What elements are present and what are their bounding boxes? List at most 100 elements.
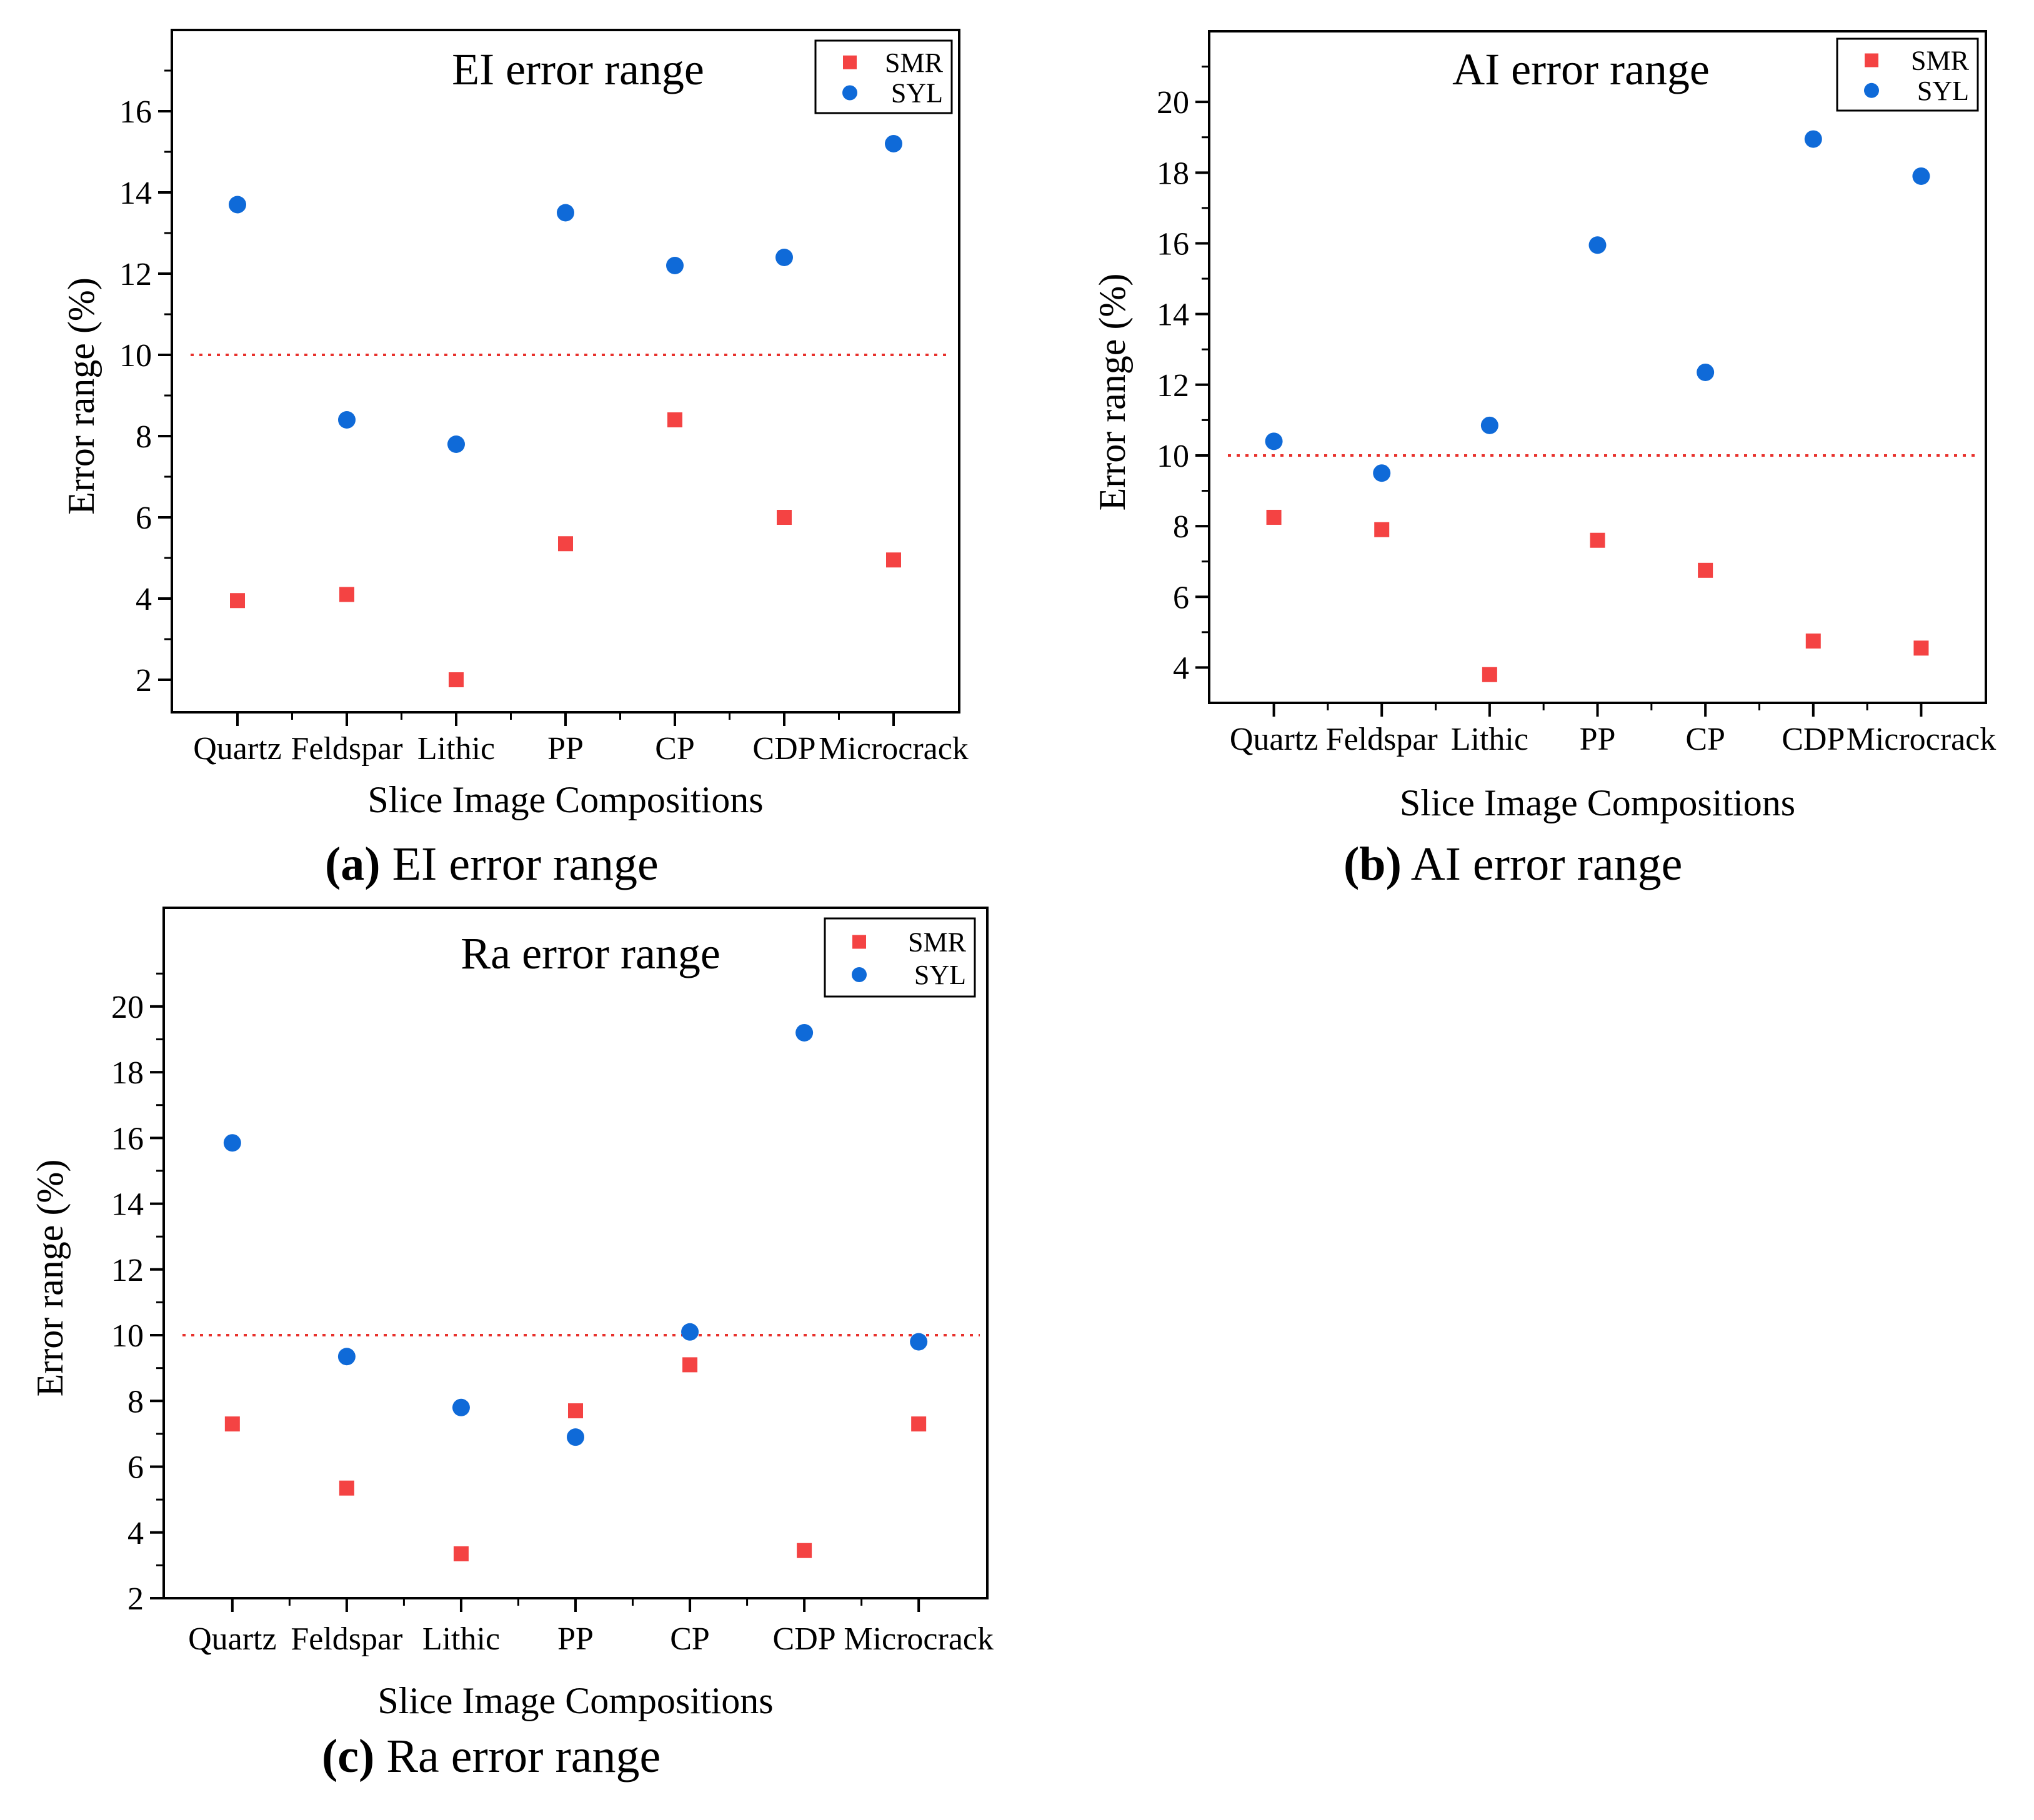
chart-b-point-smr-quartz	[1266, 509, 1282, 525]
chart-b-y-tick-label: 8	[1173, 509, 1189, 545]
chart-b-x-tick-label-pp: PP	[1580, 722, 1616, 757]
chart-a-x-tick-label-lithic: Lithic	[417, 731, 495, 767]
chart-b-point-smr-pp	[1590, 532, 1605, 548]
chart-a-x-tick-label-microcrack: Microcrack	[819, 731, 969, 767]
chart-c-x-axis-label: Slice Image Compositions	[377, 1680, 773, 1721]
chart-b-point-syl-feldspar	[1373, 464, 1391, 482]
chart-b-x-tick-label-quartz: Quartz	[1230, 722, 1318, 757]
chart-a-point-syl-quartz	[229, 196, 246, 214]
chart-b-y-tick-label: 16	[1157, 226, 1189, 262]
chart-b-y-tick-label: 4	[1173, 650, 1189, 686]
chart-b-point-smr-lithic	[1482, 667, 1497, 682]
chart-b-legend-box	[1836, 37, 1979, 112]
chart-c-x-tick-label-quartz: Quartz	[188, 1621, 276, 1657]
chart-b-y-tick-label: 6	[1173, 580, 1189, 615]
chart-a-point-smr-lithic	[449, 672, 464, 687]
chart-a-x-tick-label-cp: CP	[655, 731, 695, 767]
chart-a-x-tick-label-feldspar: Feldspar	[291, 731, 402, 767]
caption-c-text: Ra error range	[374, 1730, 661, 1783]
chart-b-point-smr-cdp	[1805, 633, 1821, 649]
chart-b-legend-marker-syl	[1864, 82, 1879, 98]
chart-b-point-syl-cdp	[1804, 130, 1822, 148]
caption-a: (a) EI error range	[325, 837, 659, 892]
chart-b-point-syl-cp	[1697, 363, 1715, 381]
chart-a-point-syl-microcrack	[885, 135, 902, 152]
chart-a-y-axis-label: Error range (%)	[61, 277, 102, 515]
chart-b-legend-label-smr: SMR	[1911, 46, 1970, 76]
caption-a-text: EI error range	[380, 838, 659, 890]
chart-a-y-tick-label: 4	[136, 582, 152, 617]
chart-a-legend-label-smr: SMR	[885, 47, 944, 78]
chart-a-legend-marker-syl	[842, 85, 857, 101]
chart-c-x-tick-label-cp: CP	[670, 1621, 710, 1657]
chart-c-plot-frame	[162, 907, 989, 1599]
chart-b-y-axis-label: Error range (%)	[1092, 274, 1133, 511]
chart-a-legend-marker-smr	[843, 55, 857, 69]
chart-c-x-tick-label-lithic: Lithic	[422, 1621, 500, 1657]
chart-a-point-syl-cdp	[775, 249, 793, 266]
chart-a-x-tick-label-pp: PP	[547, 731, 584, 767]
chart-b-point-smr-feldspar	[1374, 522, 1390, 537]
chart-a-point-smr-cp	[667, 412, 682, 427]
chart-a-point-syl-cp	[666, 257, 684, 274]
chart-a-point-syl-feldspar	[338, 411, 356, 429]
chart-a-point-syl-lithic	[447, 435, 465, 453]
caption-c-letter: (c)	[322, 1730, 375, 1783]
chart-c-y-axis-label: Error range (%)	[29, 1160, 71, 1397]
caption-b-text: AI error range	[1401, 838, 1683, 890]
chart-b-x-axis-label: Slice Image Compositions	[1400, 782, 1795, 823]
chart-c-legend-label-smr: SMR	[908, 927, 967, 958]
chart-c-x-tick-label-feldspar: Feldspar	[291, 1621, 402, 1657]
chart-a-point-smr-microcrack	[886, 552, 901, 568]
chart-c-point-smr-feldspar	[339, 1480, 354, 1496]
chart-a-x-tick-label-cdp: CDP	[752, 731, 815, 767]
chart-a-y-tick-label: 2	[136, 663, 152, 699]
chart-b-y-tick-label: 10	[1157, 439, 1189, 474]
chart-b-point-syl-quartz	[1265, 432, 1283, 450]
chart-b-legend-marker-smr	[1865, 53, 1878, 67]
chart-a-y-tick-label: 10	[119, 338, 152, 374]
chart-c-point-syl-feldspar	[337, 1348, 356, 1366]
chart-c-point-syl-lithic	[452, 1398, 470, 1416]
chart-c-title: Ra error range	[461, 928, 720, 978]
chart-c-point-smr-pp	[568, 1403, 583, 1419]
chart-b-point-smr-microcrack	[1913, 640, 1929, 656]
chart-c-y-tick-label: 6	[127, 1450, 144, 1486]
chart-a-point-smr-pp	[558, 536, 573, 552]
chart-b-title: AI error range	[1452, 44, 1710, 94]
chart-a-point-smr-cdp	[777, 510, 792, 525]
chart-c-y-tick-label: 10	[111, 1318, 144, 1354]
chart-b-y-tick-label: 18	[1157, 156, 1189, 191]
chart-a-x-axis-label: Slice Image Compositions	[367, 779, 763, 820]
chart-b-legend-label-syl: SYL	[1917, 76, 1969, 106]
chart-c-legend-marker-syl	[852, 967, 867, 982]
chart-c-y-tick-label: 4	[127, 1516, 144, 1551]
chart-c-point-syl-cdp	[795, 1023, 814, 1042]
chart-a-y-tick-label: 12	[119, 257, 152, 292]
chart-c-y-tick-label: 16	[111, 1121, 144, 1156]
chart-c-point-smr-lithic	[453, 1546, 469, 1561]
chart-a-point-smr-quartz	[230, 593, 245, 609]
chart-c-point-smr-cp	[682, 1357, 698, 1373]
chart-c-legend-label-syl: SYL	[914, 960, 966, 990]
chart-c-legend-box	[824, 917, 976, 998]
chart-a-y-tick-label: 16	[119, 94, 152, 130]
chart-b-point-syl-lithic	[1480, 416, 1498, 434]
chart-c-x-tick-label-microcrack: Microcrack	[844, 1621, 994, 1657]
chart-b-x-tick-label-lithic: Lithic	[1451, 722, 1528, 757]
chart-a-y-tick-label: 14	[119, 176, 152, 211]
chart-a-y-tick-label: 8	[136, 419, 152, 455]
chart-b-x-tick-label-feldspar: Feldspar	[1326, 722, 1438, 757]
chart-b-point-syl-microcrack	[1912, 167, 1930, 185]
chart-a-legend-box	[814, 39, 953, 114]
chart-c-legend-marker-smr	[852, 935, 866, 949]
chart-b-x-tick-label-microcrack: Microcrack	[1847, 722, 1997, 757]
chart-c-x-tick-label-pp: PP	[557, 1621, 594, 1657]
chart-c-point-smr-microcrack	[911, 1416, 927, 1432]
chart-a-x-tick-label-quartz: Quartz	[193, 731, 281, 767]
chart-b-x-tick-label-cdp: CDP	[1782, 722, 1845, 757]
